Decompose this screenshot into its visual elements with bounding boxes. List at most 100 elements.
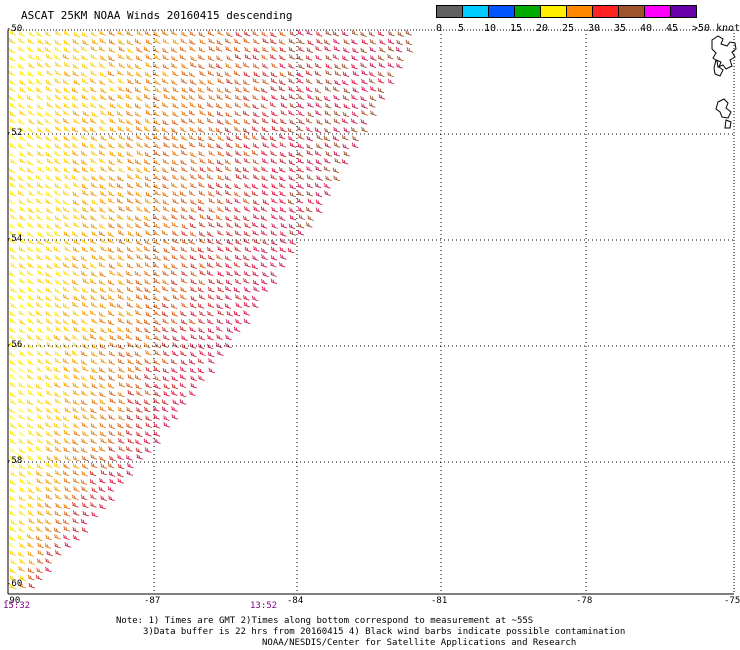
wind-barb: [289, 207, 296, 213]
wind-barb: [54, 287, 62, 294]
wind-barb: [197, 247, 205, 253]
wind-barb: [126, 63, 134, 70]
wind-barb: [17, 231, 25, 237]
wind-barb: [325, 79, 333, 85]
wind-barb: [27, 510, 35, 517]
wind-barb: [126, 110, 133, 117]
wind-barb: [387, 62, 395, 68]
wind-barb: [252, 118, 259, 125]
wind-barb: [323, 183, 331, 189]
wind-barb: [53, 527, 61, 534]
wind-barb: [288, 46, 296, 53]
wind-barb: [153, 366, 161, 373]
wind-barb: [26, 159, 34, 166]
wind-barb: [117, 438, 125, 444]
wind-barb: [253, 71, 261, 78]
wind-barb: [117, 151, 125, 158]
lon-label: -87: [144, 596, 161, 606]
wind-barb: [190, 382, 197, 389]
wind-barb: [35, 470, 43, 477]
wind-barb: [152, 103, 160, 109]
wind-barb: [35, 383, 43, 390]
wind-barb: [45, 79, 53, 86]
wind-barb: [154, 190, 161, 196]
wind-barb: [253, 38, 260, 45]
wind-barb: [108, 47, 116, 53]
wind-barb: [80, 134, 88, 141]
wind-barb: [325, 69, 332, 76]
wind-barb: [118, 351, 125, 358]
wind-barb: [10, 214, 17, 220]
wind-barb: [315, 207, 323, 214]
wind-barb: [271, 190, 279, 197]
wind-barb: [343, 87, 351, 94]
wind-barb: [198, 63, 205, 70]
wind-barb: [225, 46, 232, 52]
wind-barb: [135, 294, 143, 300]
wind-barb: [198, 94, 205, 100]
wind-barb: [351, 79, 358, 85]
wind-barb: [90, 182, 98, 188]
wind-barb: [99, 503, 106, 510]
wind-barb: [37, 269, 44, 276]
wind-barb: [279, 254, 287, 260]
wind-barb: [107, 237, 115, 244]
wind-barb: [71, 502, 79, 508]
wind-barb: [9, 295, 17, 302]
wind-barb: [208, 94, 215, 101]
wind-barb: [64, 335, 71, 342]
wind-barb: [226, 55, 233, 61]
legend-label: >50 knots: [692, 23, 740, 34]
wind-barb: [153, 287, 161, 293]
wind-barb: [10, 302, 17, 309]
wind-barb: [145, 78, 153, 85]
wind-barb: [261, 254, 268, 260]
wind-barb: [278, 166, 286, 173]
wind-barb: [306, 47, 314, 53]
wind-barb: [71, 126, 79, 133]
wind-barb: [72, 55, 80, 61]
wind-barb: [144, 142, 151, 149]
wind-barb: [18, 37, 25, 44]
wind-barb: [45, 399, 52, 406]
wind-barb: [279, 190, 286, 197]
wind-barb: [99, 198, 107, 205]
wind-barb: [9, 374, 17, 380]
wind-barb: [117, 78, 125, 84]
wind-barb: [26, 167, 34, 174]
wind-barb: [89, 126, 97, 133]
wind-barb: [37, 47, 44, 53]
wind-barb: [54, 223, 62, 229]
wind-barb: [73, 118, 80, 124]
wind-barb: [153, 422, 161, 429]
wind-barb: [72, 447, 79, 453]
wind-barb: [44, 543, 52, 549]
wind-barb: [99, 30, 106, 36]
wind-barb: [90, 287, 98, 294]
wind-barb: [54, 446, 62, 452]
lat-label: -58: [6, 456, 23, 466]
wind-barb: [37, 414, 44, 420]
wind-barb: [216, 143, 223, 150]
wind-barb: [270, 255, 278, 261]
wind-barb: [172, 238, 180, 244]
wind-barb: [55, 519, 62, 525]
wind-barb: [109, 118, 116, 124]
wind-barb: [161, 326, 169, 333]
wind-barb: [152, 63, 160, 69]
wind-barb: [243, 318, 251, 325]
wind-barb: [297, 229, 305, 236]
wind-barb: [144, 175, 152, 182]
wind-barb: [216, 94, 223, 100]
wind-barb: [45, 558, 52, 564]
wind-barb: [197, 199, 205, 205]
wind-barb: [351, 142, 359, 149]
wind-barb: [26, 182, 34, 189]
wind-barb: [108, 430, 116, 437]
wind-barb: [100, 294, 107, 301]
wind-barb: [107, 70, 115, 77]
wind-barb: [172, 198, 179, 205]
wind-barb: [225, 319, 233, 325]
wind-barb: [288, 63, 295, 69]
wind-barb: [91, 254, 99, 261]
